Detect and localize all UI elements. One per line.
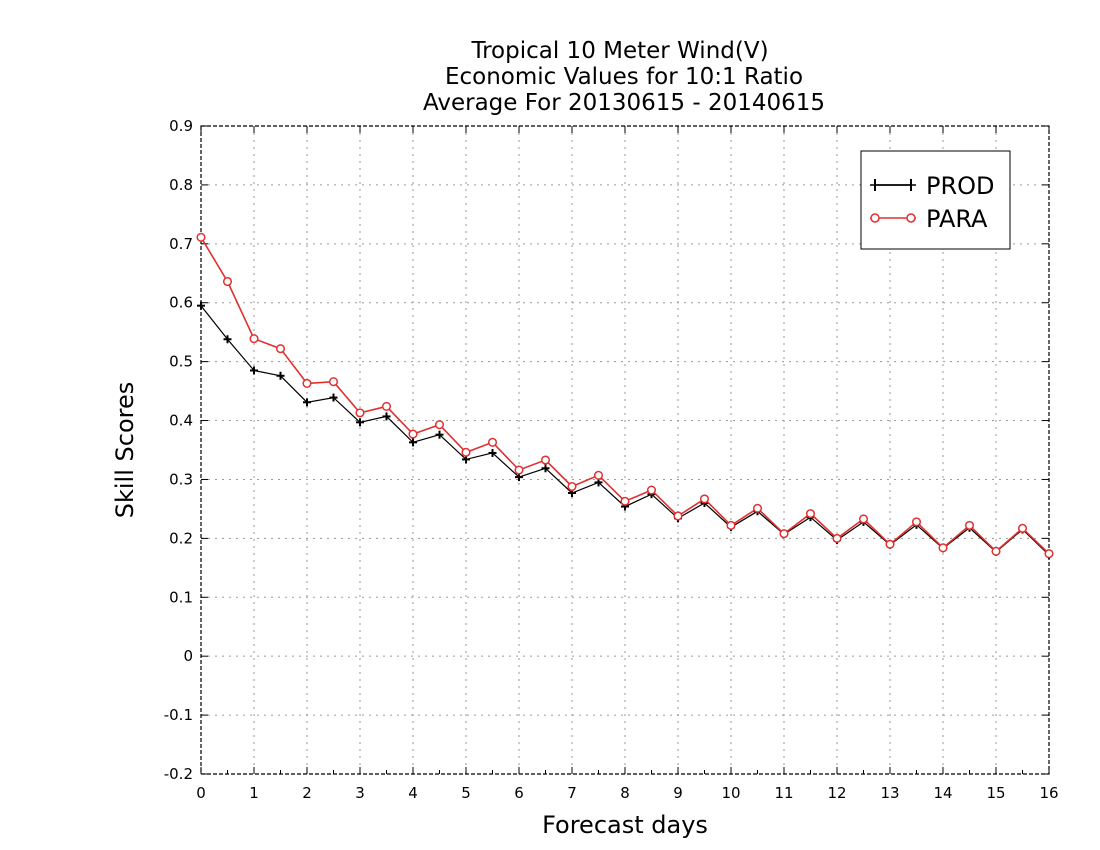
y-tick-label: 0.6 (169, 294, 193, 312)
data-point-para (832, 533, 842, 543)
legend-label-para: PARA (926, 205, 988, 233)
y-tick-label: 0.2 (169, 529, 193, 547)
x-tick-label: 8 (620, 784, 630, 802)
data-point-para (328, 377, 339, 387)
data-point-para (1017, 523, 1028, 533)
data-point-prod (488, 448, 497, 457)
data-point-para (938, 543, 948, 553)
data-point-para (646, 485, 657, 495)
y-tick-label: 0.8 (169, 176, 193, 194)
data-point-para (461, 447, 471, 457)
data-point-para (381, 401, 392, 411)
x-tick-label: 9 (673, 784, 683, 802)
data-point-para (408, 429, 418, 439)
data-point-para (726, 520, 736, 530)
data-point-para (805, 509, 816, 519)
data-point-para (222, 276, 233, 287)
data-point-para (620, 496, 630, 506)
data-point-para (514, 465, 524, 475)
legend-entry-prod: PROD (870, 172, 995, 200)
y-tick-label: -0.2 (164, 765, 193, 783)
x-tick-label: 4 (408, 784, 418, 802)
chart-title-line-3: Average For 20130615 - 20140615 (423, 90, 825, 116)
x-tick-label: 3 (355, 784, 365, 802)
data-point-para (991, 546, 1001, 556)
x-tick-label: 13 (880, 784, 899, 802)
legend-label-prod: PROD (926, 172, 995, 200)
data-point-para (779, 529, 789, 539)
data-point-prod (382, 412, 391, 421)
x-tick-label: 7 (567, 784, 577, 802)
data-point-para (911, 517, 922, 527)
data-point-prod (223, 335, 232, 344)
y-tick-label: 0 (183, 647, 193, 665)
chart-title: Tropical 10 Meter Wind(V) Economic Value… (423, 38, 825, 116)
series-para (196, 232, 1054, 559)
y-tick-label: 0.7 (169, 235, 193, 253)
x-tick-label: 6 (514, 784, 524, 802)
x-axis-label: Forecast days (542, 811, 708, 839)
data-point-para (275, 344, 286, 354)
chart-title-line-1: Tropical 10 Meter Wind(V) (470, 38, 768, 64)
data-point-prod (303, 398, 311, 407)
legend: PROD PARA (860, 150, 1011, 250)
x-tick-label: 2 (302, 784, 312, 802)
data-point-prod (329, 393, 338, 402)
data-point-para (434, 420, 445, 430)
data-point-para (964, 520, 975, 530)
y-tick-label: -0.1 (164, 706, 193, 724)
x-tick-label: 12 (827, 784, 846, 802)
series-prod (197, 301, 1053, 559)
data-point-para (540, 455, 551, 465)
legend-box (860, 150, 1011, 250)
y-tick-label: 0.3 (169, 470, 193, 488)
data-point-prod (409, 438, 417, 447)
x-tick-label: 15 (986, 784, 1005, 802)
legend-marker-para (870, 213, 880, 223)
data-point-para (487, 437, 498, 447)
x-tick-label: 10 (721, 784, 740, 802)
data-point-para (355, 408, 365, 418)
data-point-para (249, 334, 259, 344)
y-tick-label: 0.5 (169, 353, 193, 371)
x-tick-label: 14 (933, 784, 952, 802)
x-tick-label: 16 (1039, 784, 1058, 802)
y-tick-label: 0.9 (169, 117, 193, 135)
data-point-para (302, 378, 312, 388)
data-point-prod (197, 301, 205, 310)
data-point-para (593, 470, 604, 480)
x-tick-label: 11 (774, 784, 793, 802)
grid-lines (201, 126, 1049, 774)
series-layer (196, 232, 1054, 559)
x-tick-label: 1 (249, 784, 259, 802)
axis-ticks: -0.2-0.100.10.20.30.40.50.60.70.80.90 1 2 3… (164, 117, 1059, 802)
data-point-para (1044, 549, 1054, 559)
data-point-para (196, 232, 206, 242)
data-point-prod (356, 418, 364, 427)
x-tick-label: 5 (461, 784, 471, 802)
y-tick-label: 0.4 (169, 412, 193, 430)
y-axis-label: Skill Scores (111, 382, 139, 519)
legend-entry-para: PARA (870, 205, 988, 233)
data-point-prod (541, 464, 550, 473)
data-point-para (673, 511, 683, 521)
y-tick-label: 0.1 (169, 588, 193, 606)
data-point-prod (276, 371, 285, 380)
data-point-para (752, 503, 763, 513)
data-point-para (567, 481, 577, 492)
data-point-prod (250, 366, 258, 375)
chart-title-line-2: Economic Values for 10:1 Ratio (445, 64, 803, 90)
data-point-para (885, 539, 895, 549)
data-point-para (858, 514, 869, 524)
data-point-para (699, 494, 710, 504)
x-tick-label: 0 (196, 784, 206, 802)
data-point-prod (435, 430, 444, 439)
